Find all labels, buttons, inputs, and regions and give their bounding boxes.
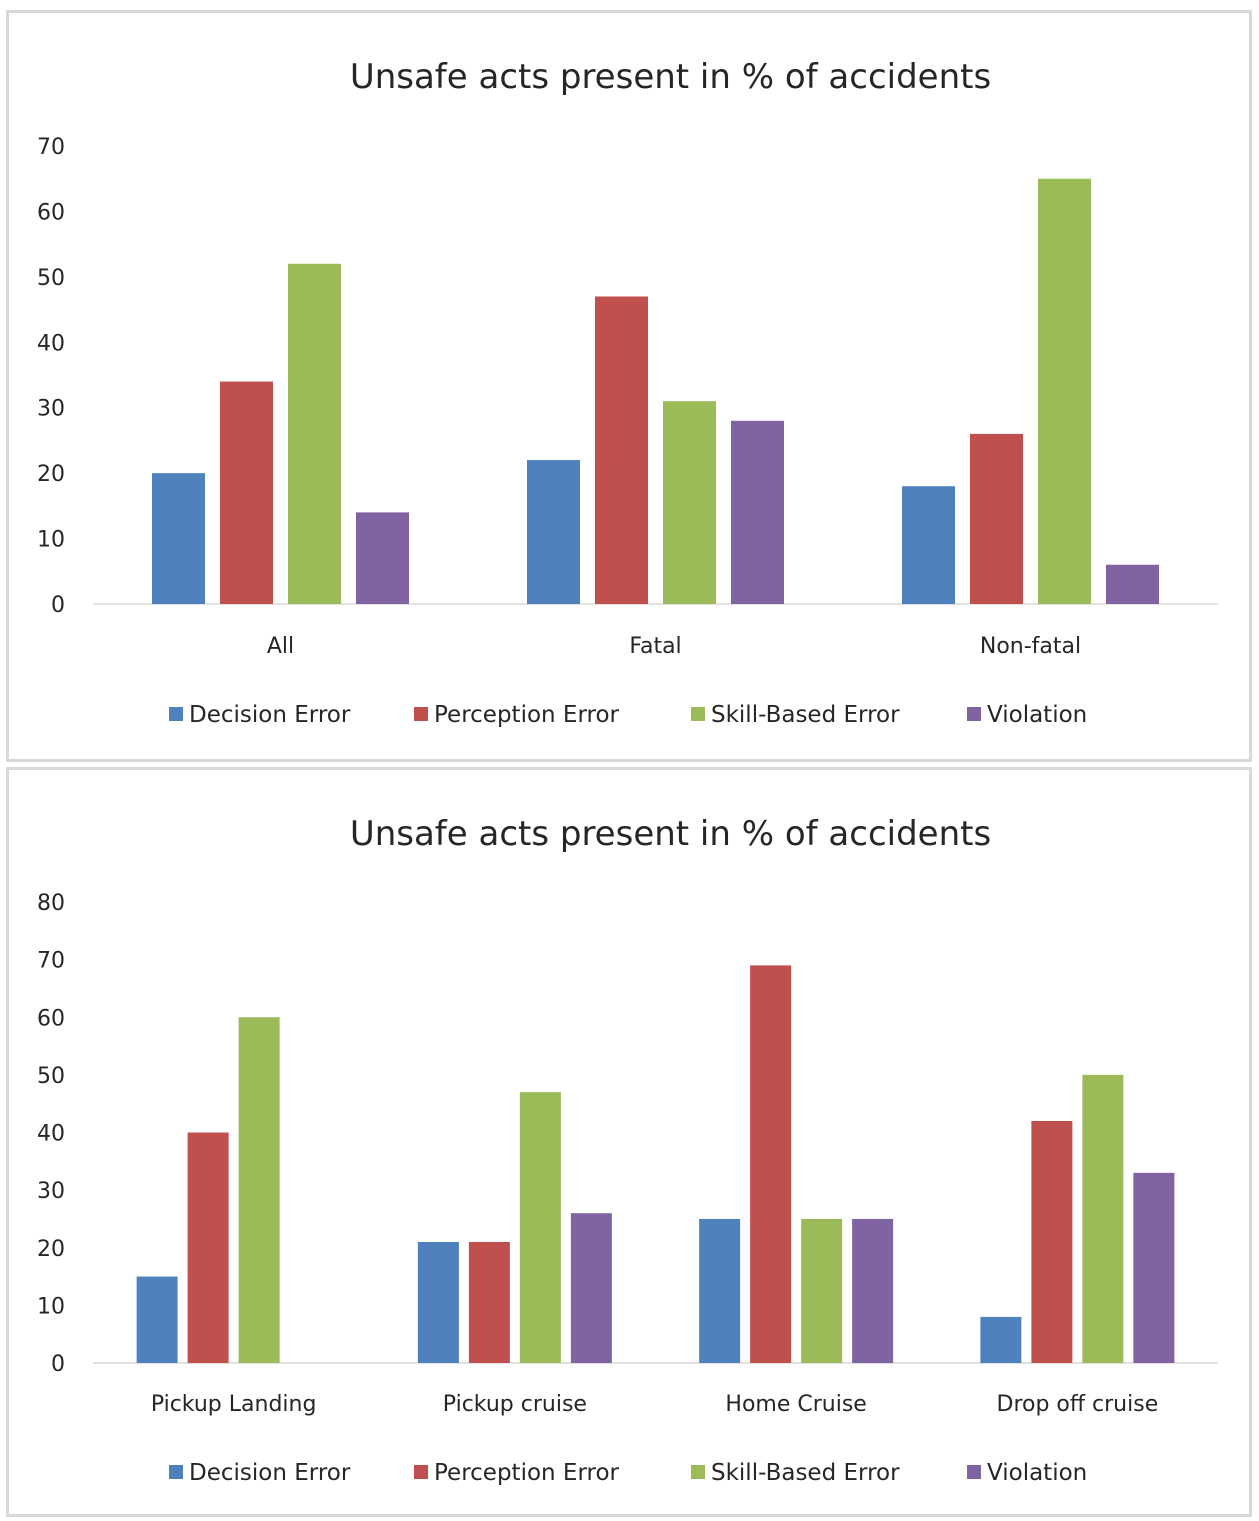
- chart-2-bar-decision-error: [417, 1241, 459, 1363]
- chart-2-y-tick-label: 30: [37, 1179, 65, 1204]
- chart-2-legend-swatch: [691, 1465, 705, 1479]
- chart-2-y-tick-label: 40: [37, 1122, 65, 1147]
- chart-1-legend-label: Violation: [987, 702, 1087, 728]
- chart-2-category-label: Pickup Landing: [151, 1392, 317, 1417]
- chart-1-legend-label: Perception Error: [434, 702, 620, 728]
- chart-2-category-label: Drop off cruise: [997, 1392, 1159, 1417]
- chart-1-bar-perception-error: [595, 296, 648, 604]
- chart-2-bar-violation: [852, 1218, 894, 1363]
- chart-2-bar-violation: [1133, 1172, 1175, 1363]
- chart-2-bar-skill-based-error: [1082, 1074, 1124, 1363]
- chart-1-bar-skill-based-error: [1038, 178, 1091, 604]
- chart-2-legend-label: Perception Error: [434, 1460, 620, 1486]
- chart-1-bar-violation: [731, 420, 784, 604]
- chart-1-bar-decision-error: [152, 473, 205, 604]
- chart-2-bar-decision-error: [136, 1276, 178, 1363]
- chart-1-y-tick-label: 0: [51, 593, 65, 618]
- chart-panel-1: Unsafe acts present in % of accidents 0 10…: [6, 10, 1252, 762]
- chart-1-y-tick-label: 40: [37, 331, 65, 356]
- chart-2-legend-label: Skill-Based Error: [711, 1460, 900, 1486]
- chart-1-category-label: Fatal: [629, 634, 681, 659]
- chart-2-bar-perception-error: [750, 965, 792, 1363]
- chart-1-bar-decision-error: [527, 460, 580, 604]
- chart-2-legend-swatch: [414, 1465, 428, 1479]
- chart-1-bar-violation: [356, 512, 409, 604]
- chart-1-y-tick-label: 70: [37, 135, 65, 160]
- chart-1-bar-perception-error: [220, 381, 273, 604]
- chart-2-bar-violation: [570, 1213, 612, 1363]
- chart-2-y-tick-label: 50: [37, 1064, 65, 1089]
- chart-1-y-tick-label: 50: [37, 266, 65, 291]
- chart-2-bar-perception-error: [1031, 1120, 1073, 1363]
- chart-2-bar-skill-based-error: [238, 1017, 280, 1363]
- chart-1-bar-decision-error: [902, 486, 955, 604]
- chart-1-legend-swatch: [967, 707, 981, 721]
- chart-2-svg: Unsafe acts present in % of accidents 0 10…: [37, 814, 1218, 1486]
- chart-2-bar-decision-error: [699, 1218, 741, 1363]
- chart-2-y-tick-label: 60: [37, 1006, 65, 1031]
- chart-1-svg: Unsafe acts present in % of accidents 0 10…: [37, 57, 1218, 728]
- chart-2-title: Unsafe acts present in % of accidents: [350, 814, 991, 854]
- chart-2-y-tick-label: 0: [51, 1352, 65, 1377]
- chart-1-category-label: All: [267, 634, 294, 659]
- chart-2-legend-swatch: [169, 1465, 183, 1479]
- chart-1-legend-label: Skill-Based Error: [711, 702, 900, 728]
- chart-1-category-label: Non-fatal: [980, 634, 1081, 659]
- chart-2-y-tick-label: 80: [37, 891, 65, 916]
- chart-1-bar-skill-based-error: [663, 401, 716, 604]
- chart-1-legend-swatch: [691, 707, 705, 721]
- chart-2-legend-label: Decision Error: [189, 1460, 351, 1486]
- chart-1-y-tick-label: 10: [37, 528, 65, 553]
- chart-1-legend-swatch: [169, 707, 183, 721]
- chart-1-y-tick-label: 60: [37, 200, 65, 225]
- chart-2-y-tick-label: 70: [37, 949, 65, 974]
- chart-2-category-label: Home Cruise: [725, 1392, 866, 1417]
- chart-2-y-tick-label: 20: [37, 1237, 65, 1262]
- chart-2-category-label: Pickup cruise: [443, 1392, 587, 1417]
- chart-2-bar-decision-error: [980, 1316, 1022, 1363]
- chart-2-bar-perception-error: [187, 1132, 229, 1363]
- chart-1-legend-swatch: [414, 707, 428, 721]
- chart-1-y-tick-label: 20: [37, 462, 65, 487]
- chart-2-y-tick-label: 10: [37, 1294, 65, 1319]
- chart-2-bar-skill-based-error: [801, 1218, 843, 1363]
- chart-panel-2: Unsafe acts present in % of accidents 0 10…: [6, 767, 1252, 1517]
- chart-2-legend-label: Violation: [987, 1460, 1087, 1486]
- chart-1-y-tick-label: 30: [37, 397, 65, 422]
- chart-1-bar-perception-error: [970, 433, 1023, 604]
- chart-1-legend-label: Decision Error: [189, 702, 351, 728]
- chart-2-legend-swatch: [967, 1465, 981, 1479]
- chart-1-bar-skill-based-error: [288, 263, 341, 604]
- chart-2-bar-perception-error: [468, 1241, 510, 1363]
- chart-2-bar-skill-based-error: [519, 1092, 561, 1363]
- chart-1-title: Unsafe acts present in % of accidents: [350, 57, 991, 97]
- chart-1-bar-violation: [1106, 564, 1159, 604]
